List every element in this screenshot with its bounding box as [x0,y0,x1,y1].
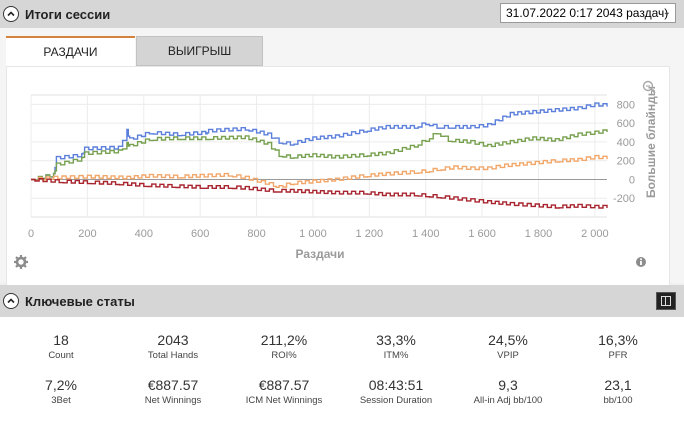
x-tick-label: 1 600 [468,228,496,240]
series-line-1 [31,102,608,181]
stat-icm-net-winnings: €887.57 ICM Net Winnings [245,377,323,406]
chart-area: 0 200 400 600 800 1 000 1 200 1 400 1 600 1 800 2 … [6,66,670,302]
x-tick-label: 400 [135,228,153,240]
stat-net-winnings: €887.57 Net Winnings [144,377,202,406]
stat-roi: 211,2% ROI% [260,332,308,361]
panel-layout-icon[interactable] [656,292,676,310]
y-tick-label: 400 [617,137,635,149]
y-tick-label: -200 [613,193,635,205]
tab-winnings[interactable]: ВЫИГРЫШ [136,36,263,66]
y-tick-label: 0 [629,174,635,186]
key-stats-grid: 18 Count 2043 Total Hands 211,2% ROI% 33,3%… [0,317,684,422]
session-summary-title: Итоги сессии [25,6,111,22]
chevron-up-icon[interactable] [3,293,19,309]
stat-itm: 33,3% ITM% [376,332,416,361]
x-tick-label: 1 200 [356,228,384,240]
tab-hands-label: РАЗДАЧИ [43,45,98,59]
stat-allin-adj: 9,3 All-in Adj bb/100 [473,377,543,406]
y-tick-label: 800 [617,99,635,111]
tab-winnings-label: ВЫИГРЫШ [167,44,232,58]
info-icon[interactable] [636,257,646,267]
x-tick-label: 800 [247,228,265,240]
key-stats-title: Ключевые статы [25,293,135,309]
stat-total-hands: 2043 Total Hands [147,332,199,361]
key-stats-header: Ключевые статы [0,285,684,317]
zoom-icon[interactable] [642,80,656,94]
x-tick-label: 0 [28,228,34,240]
stat-3bet: 7,2% 3Bet [45,377,77,406]
stat-session-duration: 08:43:51 Session Duration [359,377,433,406]
tab-hands[interactable]: РАЗДАЧИ [6,36,135,66]
x-axis-label: Раздачи [296,247,345,261]
chevron-up-icon[interactable] [3,6,19,22]
x-tick-label: 600 [191,228,209,240]
chevron-down-icon[interactable]: ⌄ [662,7,671,18]
x-tick-label: 1 000 [299,228,327,240]
stat-pfr: 16,3% PFR [598,332,638,361]
session-chart: 0 200 400 600 800 1 000 1 200 1 400 1 600 1 800 2 … [14,80,658,269]
x-tick-label: 1 400 [412,228,440,240]
series-line-3 [31,154,608,188]
stat-count: 18 Count [48,332,74,361]
x-tick-label: 1 800 [525,228,553,240]
session-select-value: 31.07.2022 0:17 2043 раздач) [506,6,669,20]
gear-icon[interactable] [14,255,28,269]
stat-bb100: 23,1 bb/100 [603,377,633,406]
stat-vpip: 24,5% VPIP [488,332,528,361]
x-tick-label: 2 000 [581,228,609,240]
series-line-2 [31,129,608,181]
y-tick-label: 600 [617,118,635,130]
session-select[interactable]: 31.07.2022 0:17 2043 раздач) ⌄ [500,3,676,23]
series-line-4 [31,178,608,209]
y-tick-label: 200 [617,156,635,168]
x-tick-label: 200 [78,228,96,240]
y-axis-label: Большие блайнды [644,86,658,198]
